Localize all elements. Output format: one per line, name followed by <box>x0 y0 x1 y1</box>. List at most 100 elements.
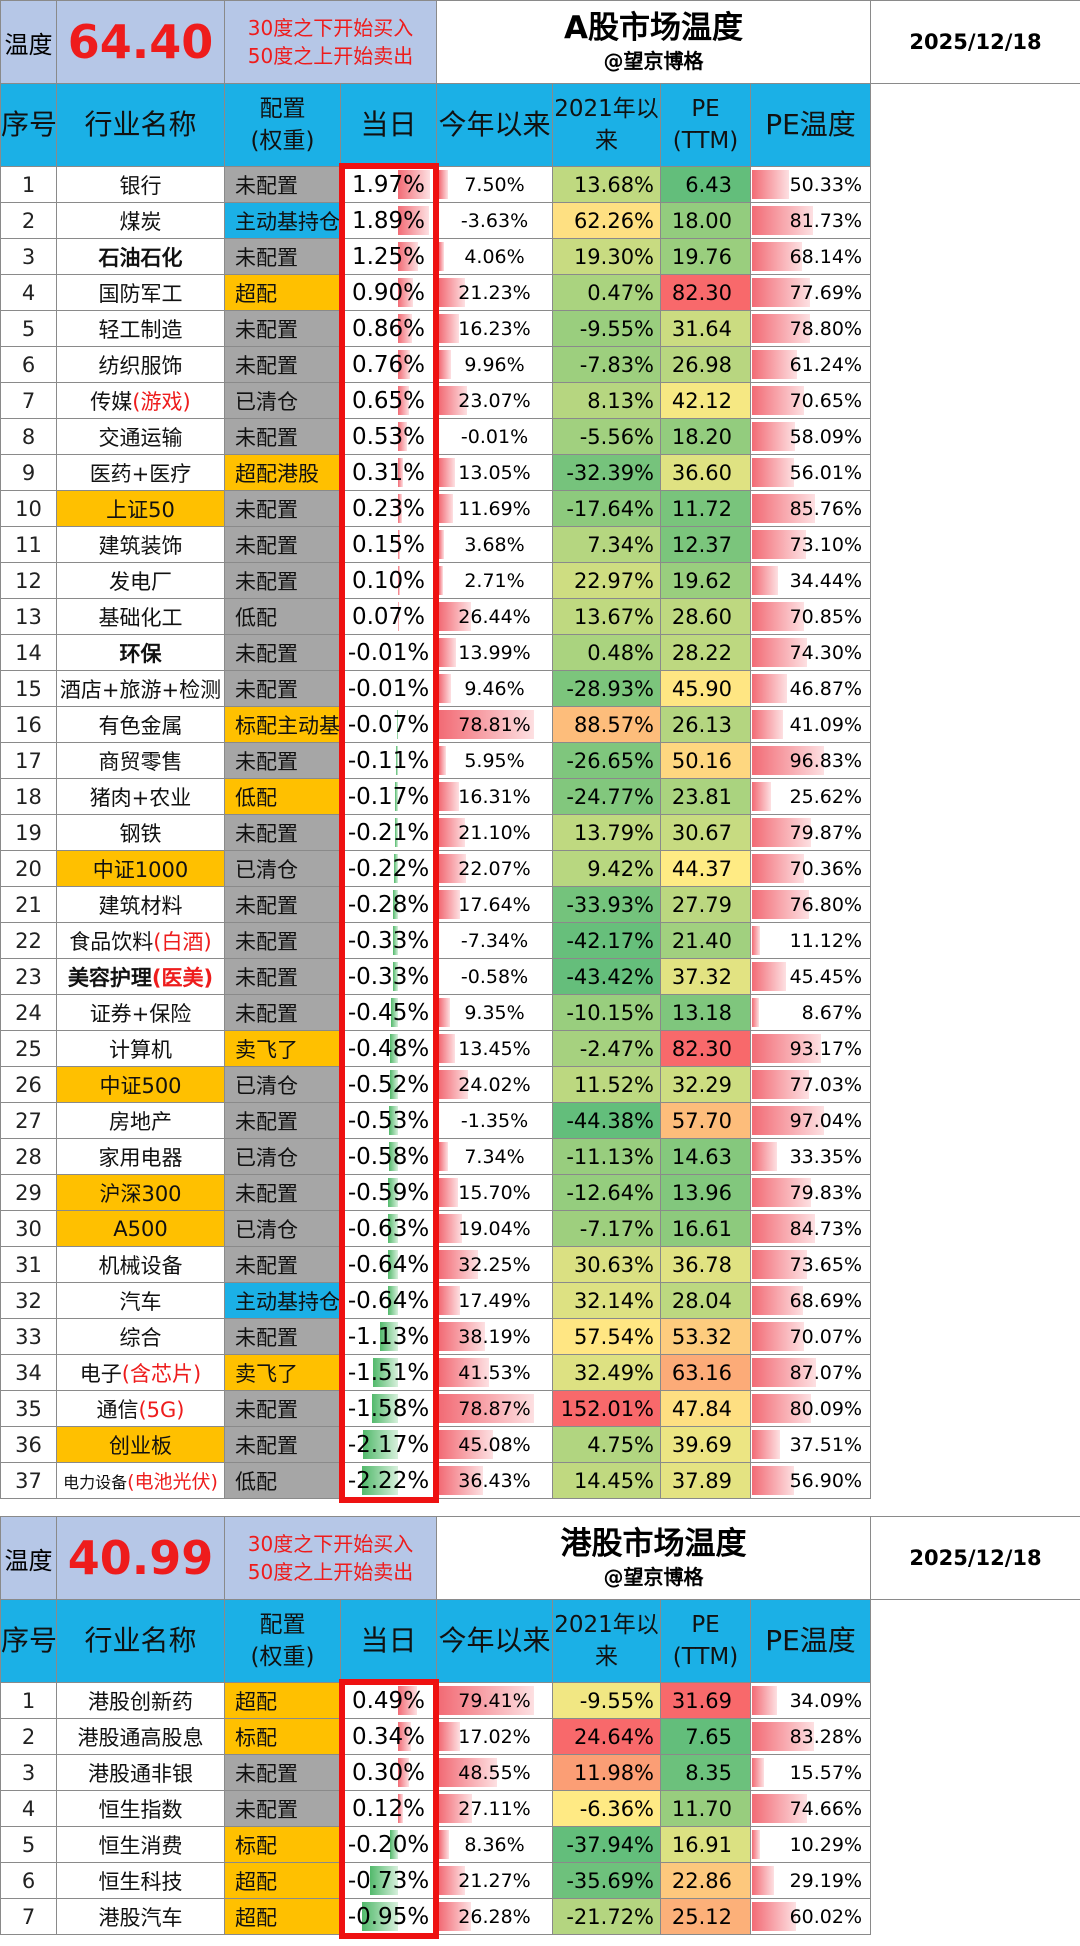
today-change-cell: 0.07% <box>339 598 438 635</box>
today-change-cell: -0.28% <box>339 886 438 923</box>
col-header-pe-temperature: PE温度 <box>750 1599 872 1683</box>
allocation-status: 未配置 <box>224 310 341 347</box>
table-row: 37 电力设备(电池光伏) 低配 -2.22% 36.43% 14.45% 37.89 56.… <box>0 1462 1080 1499</box>
ytd-change-bar <box>439 1358 489 1387</box>
ytd-change-value: 9.96% <box>464 353 525 376</box>
ytd-change-value: 3.68% <box>464 533 525 556</box>
industry-name-text: 建筑装饰 <box>98 533 183 558</box>
pe-ttm-value: 19.76 <box>660 238 752 275</box>
pe-temperature-bar <box>752 746 824 775</box>
industry-name: 沪深300 <box>56 1174 225 1211</box>
ytd-change-cell: 7.34% <box>436 1138 554 1175</box>
industry-name-text: 通信 <box>96 1397 139 1422</box>
row-index: 4 <box>0 1790 57 1827</box>
industry-name-text: 建筑材料 <box>98 893 183 918</box>
report-date: 2025/12/18 <box>870 1516 1080 1600</box>
allocation-status: 超配 <box>224 1898 341 1935</box>
pe-temperature-cell: 56.90% <box>750 1462 872 1499</box>
industry-name-text: 中证500 <box>99 1073 182 1098</box>
col-header-industry: 行业名称 <box>56 83 225 167</box>
industry-name: 银行 <box>56 166 225 203</box>
allocation-status: 主动基持仓 <box>224 1282 341 1319</box>
ytd-change-cell: 21.23% <box>436 274 554 311</box>
industry-name: 电子(含芯片) <box>56 1354 225 1391</box>
table-row: 27 房地产 未配置 -0.53% -1.35% -44.38% 57.70 97.04% <box>0 1102 1080 1139</box>
ytd-change-cell: 23.07% <box>436 382 554 419</box>
today-change-value: -0.07% <box>347 711 430 738</box>
row-index: 30 <box>0 1210 57 1247</box>
today-change-value: -2.22% <box>347 1467 430 1494</box>
today-change-cell: 0.34% <box>339 1718 438 1755</box>
pe-temperature-value: 10.29% <box>789 1833 863 1856</box>
ytd-change-cell: -0.01% <box>436 418 554 455</box>
pe-temperature-bar <box>752 170 790 199</box>
pe-temperature-cell: 50.33% <box>750 166 872 203</box>
industry-name: 港股创新药 <box>56 1682 225 1719</box>
allocation-status: 已清仓 <box>224 1138 341 1175</box>
since-2021-change: 11.98% <box>552 1754 662 1791</box>
pe-temperature-cell: 78.80% <box>750 310 872 347</box>
pe-temperature-bar <box>752 1830 760 1859</box>
col-header-pe-temperature: PE温度 <box>750 83 872 167</box>
pe-temperature-cell: 85.76% <box>750 490 872 527</box>
pe-temperature-value: 81.73% <box>789 209 863 232</box>
pe-temperature-value: 33.35% <box>789 1145 863 1168</box>
pe-temperature-cell: 70.07% <box>750 1318 872 1355</box>
ytd-change-value: 22.07% <box>458 857 531 880</box>
pe-temperature-bar <box>752 710 783 739</box>
today-change-value: -0.73% <box>347 1867 430 1894</box>
industry-name-text: 汽车 <box>119 1289 162 1314</box>
col-header-allocation: 配置 (权重) <box>224 83 341 167</box>
ytd-change-cell: 2.71% <box>436 562 554 599</box>
since-2021-change: 14.45% <box>552 1462 662 1499</box>
ytd-change-cell: 38.19% <box>436 1318 554 1355</box>
ytd-change-value: -0.01% <box>460 425 529 448</box>
pe-ttm-value: 82.30 <box>660 1030 752 1067</box>
today-change-cell: -0.45% <box>339 994 438 1031</box>
today-change-cell: -0.22% <box>339 850 438 887</box>
ytd-change-value: 15.70% <box>458 1181 531 1204</box>
pe-ttm-value: 63.16 <box>660 1354 752 1391</box>
pe-temperature-value: 77.69% <box>789 281 863 304</box>
ytd-change-value: 36.43% <box>458 1469 531 1492</box>
row-index: 10 <box>0 490 57 527</box>
col-header-allocation: 配置 (权重) <box>224 1599 341 1683</box>
allocation-status: 标配主动基 <box>224 706 341 743</box>
ytd-change-value: 45.08% <box>458 1433 531 1456</box>
industry-name: 交通运输 <box>56 418 225 455</box>
today-change-cell: -0.58% <box>339 1138 438 1175</box>
ytd-change-bar <box>439 1722 460 1751</box>
pe-ttm-value: 28.04 <box>660 1282 752 1319</box>
industry-name-text: 猪肉+农业 <box>89 785 192 810</box>
table-row: 34 电子(含芯片) 卖飞了 -1.51% 41.53% 32.49% 63.16 87.07… <box>0 1354 1080 1391</box>
pe-temperature-bar <box>752 1322 804 1351</box>
ytd-change-cell: 45.08% <box>436 1426 554 1463</box>
ytd-change-cell: 24.02% <box>436 1066 554 1103</box>
ytd-change-bar <box>439 1866 465 1895</box>
pe-temperature-value: 29.19% <box>789 1869 863 1892</box>
today-change-cell: -0.21% <box>339 814 438 851</box>
ytd-change-value: 9.46% <box>464 677 525 700</box>
ytd-change-cell: 21.10% <box>436 814 554 851</box>
industry-name: 上证50 <box>56 490 225 527</box>
pe-ttm-value: 44.37 <box>660 850 752 887</box>
row-index: 2 <box>0 1718 57 1755</box>
pe-ttm-value: 30.67 <box>660 814 752 851</box>
pe-temperature-cell: 74.66% <box>750 1790 872 1827</box>
pe-ttm-value: 11.72 <box>660 490 752 527</box>
ytd-change-bar <box>439 1830 450 1859</box>
today-change-cell: 0.76% <box>339 346 438 383</box>
industry-name-text: 煤炭 <box>119 209 162 234</box>
col-header-since-2021: 2021年以 来 <box>552 1599 662 1683</box>
ytd-change-bar <box>439 1758 497 1787</box>
ytd-change-value: 17.64% <box>458 893 531 916</box>
industry-name: 计算机 <box>56 1030 225 1067</box>
pe-temperature-bar <box>752 602 805 631</box>
ytd-change-bar <box>439 890 461 919</box>
col-header-index: 序号 <box>0 83 57 167</box>
table-row: 8 交通运输 未配置 0.53% -0.01% -5.56% 18.20 58.09% <box>0 418 1080 455</box>
pe-ttm-value: 27.79 <box>660 886 752 923</box>
ytd-change-cell: -7.34% <box>436 922 554 959</box>
col-header-pe: PE (TTM) <box>660 1599 752 1683</box>
row-index: 4 <box>0 274 57 311</box>
